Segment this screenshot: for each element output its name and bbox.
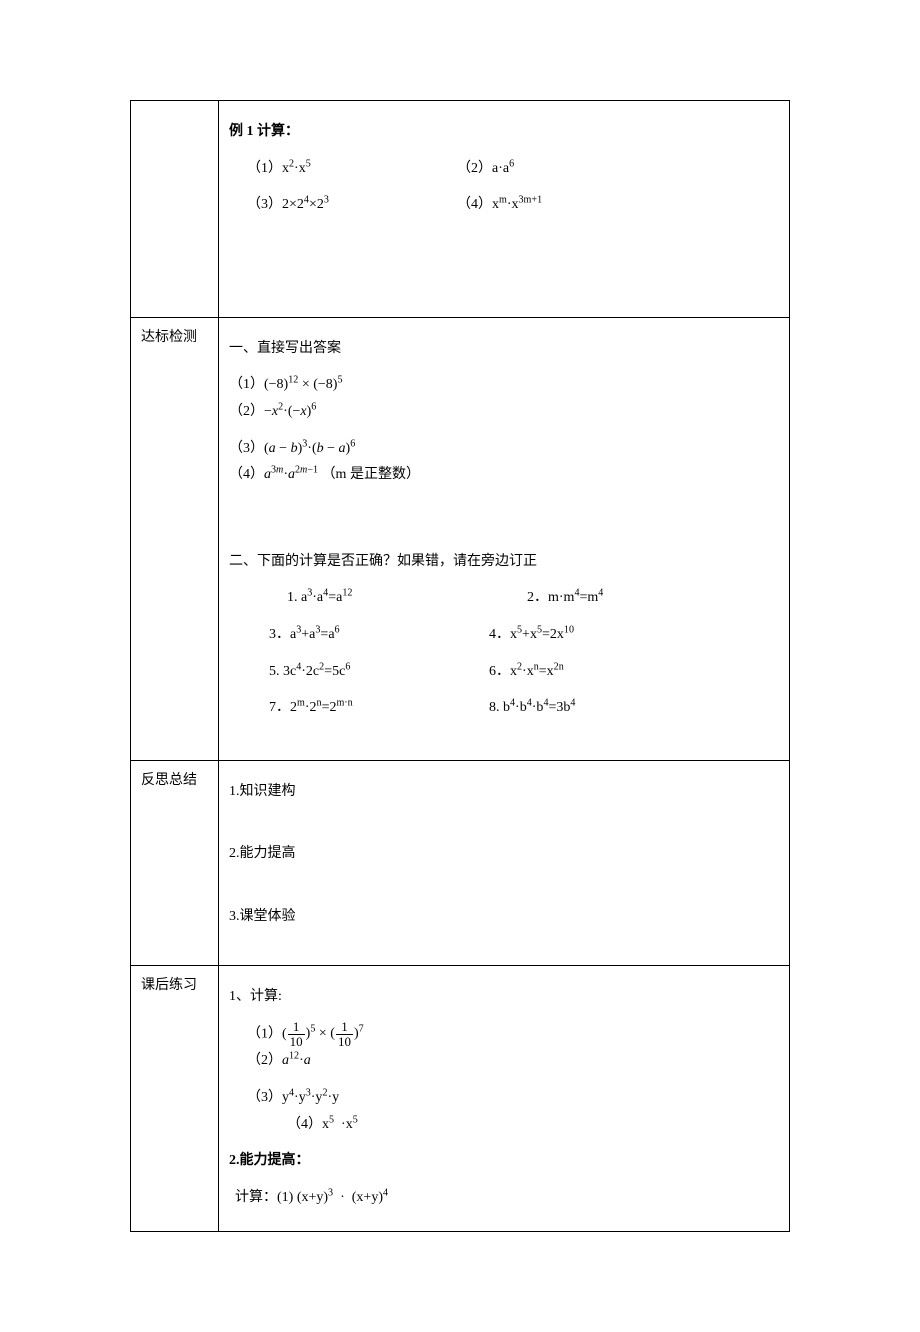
- row1-item-3: （3）2×24×23: [247, 192, 427, 219]
- row4-s2-line: 计算：(1) (x+y)3 · (x+y)4: [229, 1185, 779, 1212]
- row2-s1-item-3: （3）(a − b)3·(b − a)6: [229, 436, 482, 463]
- row1-item-1: （1）x2·x5: [247, 156, 427, 183]
- row3-item-1: 1.知识建构: [229, 779, 779, 806]
- page: 例 1 计算： （1）x2·x5 （2）a·a6 （3）2×24×23 （4）x…: [0, 0, 920, 1332]
- row2-s2-item-1: 1. a3·a4=a12: [287, 585, 497, 612]
- row4-item-3: （3）y4·y3·y2·y: [247, 1085, 492, 1112]
- r4-i1-c: )7: [354, 1026, 364, 1041]
- worksheet-table: 例 1 计算： （1）x2·x5 （2）a·a6 （3）2×24×23 （4）x…: [130, 100, 790, 1232]
- row2-s2-item-2: 2．m·m4=m4: [527, 585, 603, 612]
- r4-i1-b: )5 × (: [306, 1026, 335, 1041]
- row4-line1: （1）(110)5 × (110)7 （2）a12·a: [229, 1020, 779, 1075]
- row4-item-4: （4）x5 ·x5: [247, 1112, 492, 1139]
- row1-line1: （1）x2·x5 （2）a·a6: [229, 156, 779, 183]
- row1-item-2: （2）a·a6: [457, 156, 514, 183]
- row1-item-4: （4）xm·x3m+1: [457, 192, 542, 219]
- row1-title: 例 1 计算：: [229, 119, 779, 146]
- row2-s2-line2: 3．a3+a3=a6 4．x5+x5=2x10: [229, 622, 779, 649]
- row4-item-1: （1）(110)5 × (110)7: [247, 1020, 492, 1048]
- row4-s2-title: 2.能力提高：: [229, 1148, 779, 1175]
- row1-label-cell: [131, 101, 219, 318]
- row4-line2: （3）y4·y3·y2·y （4）x5 ·x5: [229, 1085, 779, 1138]
- row1-content: 例 1 计算： （1）x2·x5 （2）a·a6 （3）2×24×23 （4）x…: [219, 101, 790, 318]
- row2-s1-item-1: （1）(−8)12 × (−8)5: [229, 372, 482, 399]
- row2-s2-item-3: 3．a3+a3=a6: [269, 622, 459, 649]
- fraction-icon: 110: [336, 1020, 353, 1048]
- row1-line2: （3）2×24×23 （4）xm·x3m+1: [229, 192, 779, 219]
- r4-i1-a: （1）(: [247, 1026, 287, 1041]
- row2-s2-line1: 1. a3·a4=a12 2．m·m4=m4: [229, 585, 779, 612]
- row3-content: 1.知识建构 2.能力提高 3.课堂体验: [219, 760, 790, 965]
- row2-s2-line3: 5. 3c4·2c2=5c6 6．x2·xn=x2n: [229, 659, 779, 686]
- row4-title: 1、计算:: [229, 984, 779, 1011]
- row2-s2-item-8: 8. b4·b4·b4=3b4: [489, 695, 575, 722]
- row2-content: 一、直接写出答案 （1）(−8)12 × (−8)5 （2）−x2·(−x)6 …: [219, 317, 790, 760]
- row2-label: 达标检测: [131, 317, 219, 760]
- row2-s1-line1: （1）(−8)12 × (−8)5 （2）−x2·(−x)6: [229, 372, 779, 425]
- table-row: 反思总结 1.知识建构 2.能力提高 3.课堂体验: [131, 760, 790, 965]
- row3-item-2: 2.能力提高: [229, 841, 779, 868]
- row2-s2-line4: 7．2m·2n=2m·n 8. b4·b4·b4=3b4: [229, 695, 779, 722]
- row2-s2-item-7: 7．2m·2n=2m·n: [269, 695, 459, 722]
- row4-item-2: （2）a12·a: [247, 1048, 492, 1075]
- row4-content: 1、计算: （1）(110)5 × (110)7 （2）a12·a （3）y4·…: [219, 965, 790, 1232]
- row2-s1-item-2: （2）−x2·(−x)6: [229, 399, 482, 426]
- fraction-icon: 110: [288, 1020, 305, 1048]
- row4-label: 课后练习: [131, 965, 219, 1232]
- row3-label: 反思总结: [131, 760, 219, 965]
- table-row: 例 1 计算： （1）x2·x5 （2）a·a6 （3）2×24×23 （4）x…: [131, 101, 790, 318]
- row2-s2-item-5: 5. 3c4·2c2=5c6: [269, 659, 459, 686]
- row3-item-3: 3.课堂体验: [229, 904, 779, 931]
- row2-s2-item-4: 4．x5+x5=2x10: [489, 622, 574, 649]
- table-row: 达标检测 一、直接写出答案 （1）(−8)12 × (−8)5 （2）−x2·(…: [131, 317, 790, 760]
- row2-s2-item-6: 6．x2·xn=x2n: [489, 659, 564, 686]
- row2-s2-title: 二、下面的计算是否正确？如果错，请在旁边订正: [229, 549, 779, 576]
- table-row: 课后练习 1、计算: （1）(110)5 × (110)7 （2）a12·a （…: [131, 965, 790, 1232]
- row2-s1-item-4: （4）a3m·a2m−1 （m 是正整数）: [229, 462, 482, 489]
- row2-s1-line2: （3）(a − b)3·(b − a)6 （4）a3m·a2m−1 （m 是正整…: [229, 436, 779, 489]
- row2-s1-title: 一、直接写出答案: [229, 336, 779, 363]
